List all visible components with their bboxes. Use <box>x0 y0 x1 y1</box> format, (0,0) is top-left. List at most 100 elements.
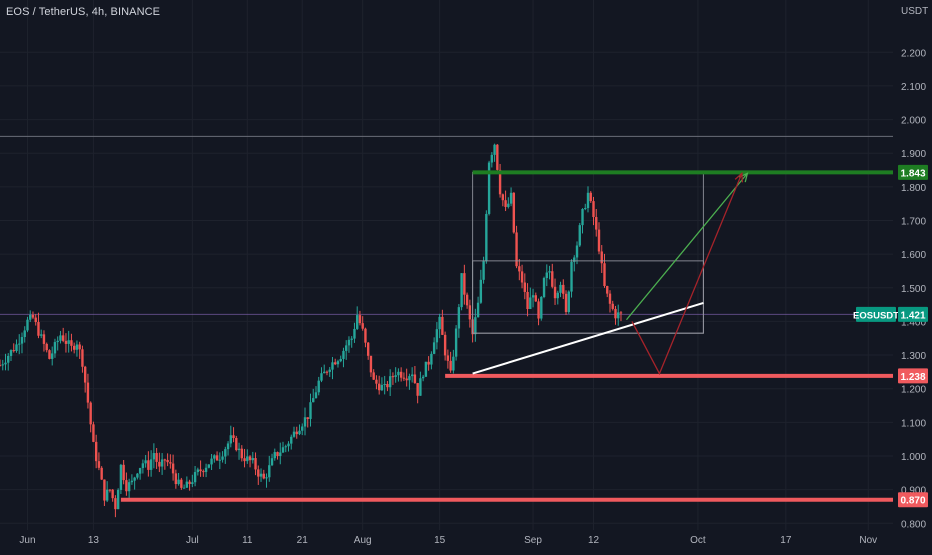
candle-body <box>276 452 279 457</box>
candle-body <box>614 308 617 319</box>
price-tick-label: 2.100 <box>901 82 926 93</box>
candle-body <box>240 448 243 459</box>
candle-body <box>402 377 406 379</box>
candle-body <box>196 469 200 473</box>
candle-body <box>105 489 109 501</box>
candle-body <box>4 362 7 365</box>
candle-body <box>136 473 139 478</box>
candle-body <box>20 337 24 344</box>
candle-body <box>265 477 268 479</box>
consolidation-box[interactable] <box>472 260 704 334</box>
candle-body <box>163 459 167 461</box>
candle-body <box>320 373 323 381</box>
candle-body <box>512 192 516 233</box>
candle-body <box>23 330 26 338</box>
candle-body <box>328 369 331 372</box>
candle-body <box>169 462 172 464</box>
candle-body <box>199 469 202 472</box>
candle-body <box>435 329 439 343</box>
candle-body <box>496 144 499 170</box>
price-tag-text: 1.843 <box>900 168 925 179</box>
candle-body <box>149 459 153 470</box>
time-tick-label: Sep <box>524 535 542 546</box>
candle-body <box>608 293 612 304</box>
candle-body <box>443 334 447 356</box>
candle-body <box>1 364 4 366</box>
candle-body <box>119 464 123 490</box>
candle-body <box>34 317 37 323</box>
candle-body <box>375 379 378 384</box>
candle-body <box>284 446 287 448</box>
candle-body <box>454 328 458 357</box>
candle-body <box>331 362 334 370</box>
candles <box>0 143 623 518</box>
symbol-title[interactable]: EOS / TetherUS, 4h, BINANCE <box>6 6 161 18</box>
candle-body <box>188 481 191 485</box>
candle-body <box>171 463 175 474</box>
candle-body <box>342 350 345 359</box>
candle-body <box>408 376 411 381</box>
trendline[interactable] <box>472 301 704 375</box>
candle-body <box>380 384 384 391</box>
time-tick-label: Jul <box>186 535 199 546</box>
candle-body <box>515 232 518 267</box>
candle-body <box>251 458 254 461</box>
candle-body <box>542 278 546 298</box>
candle-body <box>581 208 584 226</box>
candle-body <box>7 355 10 363</box>
arrow-line <box>631 173 743 376</box>
candle-body <box>537 301 540 319</box>
candle-body <box>562 284 565 294</box>
candle-body <box>405 378 408 381</box>
candle-body <box>479 279 483 303</box>
candle-body <box>540 297 543 319</box>
candle-body <box>430 353 433 365</box>
candle-body <box>155 453 158 462</box>
candle-body <box>377 383 381 391</box>
bullish-projection-arrow[interactable] <box>625 172 749 321</box>
candle-body <box>218 459 222 461</box>
price-tick-label: 0.800 <box>901 519 926 530</box>
price-tick-label: 1.000 <box>901 452 926 463</box>
candle-body <box>18 343 21 345</box>
candle-body <box>177 479 180 485</box>
drawings[interactable] <box>120 170 893 502</box>
candle-body <box>336 361 340 365</box>
candle-body <box>364 328 367 343</box>
price-tick-label: 0.900 <box>901 486 926 497</box>
candle-body <box>303 417 307 427</box>
time-tick-label: Aug <box>354 535 372 546</box>
candle-body <box>301 426 304 431</box>
candle-body <box>366 342 370 356</box>
price-tick-label: 1.100 <box>901 418 926 429</box>
candle-body <box>413 374 417 384</box>
candle-body <box>133 477 136 481</box>
candle-body <box>116 489 120 510</box>
candle-body <box>427 361 430 365</box>
bearish-projection-arrow[interactable] <box>631 172 744 376</box>
candle-body <box>232 435 235 439</box>
candle-body <box>490 154 494 163</box>
candle-body <box>130 480 134 483</box>
candle-body <box>207 464 211 468</box>
price-axis-unit: USDT <box>901 6 928 17</box>
candle-body <box>606 285 609 294</box>
candle-body <box>81 349 84 367</box>
candle-body <box>180 479 183 488</box>
candle-body <box>89 402 92 425</box>
candle-body <box>70 340 73 346</box>
candle-body <box>452 356 455 371</box>
candle-body <box>419 378 422 396</box>
candle-body <box>51 353 54 359</box>
candle-body <box>611 303 614 309</box>
candle-body <box>141 463 145 469</box>
candle-body <box>213 455 216 459</box>
candle-body <box>75 344 79 350</box>
candle-body <box>441 316 444 335</box>
symbol-tag-bg <box>856 306 896 322</box>
candle-body <box>595 217 598 230</box>
candle-body <box>345 345 348 351</box>
candle-body <box>257 469 260 477</box>
